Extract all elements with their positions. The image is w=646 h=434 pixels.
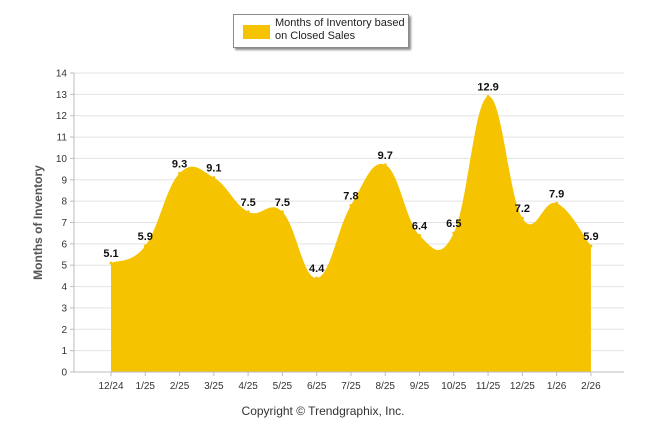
y-tick-label: 3: [61, 303, 67, 314]
data-point: [520, 216, 524, 220]
data-label: 9.1: [206, 163, 221, 175]
data-point: [280, 210, 284, 214]
y-tick-label: 10: [56, 154, 68, 165]
data-label: 7.8: [343, 190, 358, 202]
y-tick-label: 5: [61, 261, 67, 272]
chart-legend: Months of Inventory based on Closed Sale…: [233, 14, 409, 48]
data-point: [486, 94, 490, 98]
y-tick-label: 11: [57, 133, 68, 144]
data-point: [246, 210, 250, 214]
data-point: [383, 163, 387, 167]
data-label: 9.7: [378, 150, 393, 162]
data-point: [452, 231, 456, 235]
y-tick-label: 2: [61, 325, 67, 336]
area-series-fill: [111, 96, 591, 372]
y-tick-label: 13: [56, 90, 68, 101]
data-label: 7.2: [515, 203, 530, 215]
data-label: 5.9: [583, 231, 598, 243]
data-label: 12.9: [477, 81, 498, 93]
y-tick-label: 14: [56, 69, 68, 80]
y-axis-title: Months of Inventory: [31, 165, 45, 280]
data-point: [589, 244, 593, 248]
data-label: 6.4: [412, 220, 428, 232]
data-label: 7.5: [240, 197, 255, 209]
x-tick-label: 4/25: [238, 381, 258, 392]
y-tick-label: 6: [61, 239, 67, 250]
data-point: [212, 176, 216, 180]
x-tick-label: 11/25: [476, 381, 501, 392]
y-tick-label: 12: [56, 111, 68, 122]
x-tick-label: 6/25: [307, 381, 327, 392]
data-point: [418, 233, 422, 237]
y-tick-label: 7: [61, 218, 67, 229]
x-tick-label: 2/26: [581, 381, 601, 392]
data-point: [178, 171, 182, 175]
y-tick-label: 4: [61, 282, 67, 293]
data-point: [143, 244, 147, 248]
copyright-footer: Copyright © Trendgraphix, Inc.: [241, 404, 405, 418]
legend-swatch: [243, 25, 270, 39]
data-label: 9.3: [172, 158, 187, 170]
data-label: 4.4: [309, 263, 325, 275]
x-tick-label: 1/26: [547, 381, 567, 392]
y-tick-label: 8: [61, 197, 67, 208]
data-label: 5.9: [138, 231, 153, 243]
legend-label: Months of Inventory based on Closed Sale…: [275, 17, 405, 42]
x-tick-label: 12/24: [98, 381, 123, 392]
data-point: [315, 276, 319, 280]
y-tick-label: 0: [61, 368, 67, 379]
x-tick-label: 2/25: [170, 381, 190, 392]
x-tick-label: 5/25: [273, 381, 293, 392]
x-tick-label: 9/25: [410, 381, 430, 392]
data-label: 6.5: [446, 218, 461, 230]
data-point: [555, 201, 559, 205]
data-point: [349, 203, 353, 207]
x-tick-label: 12/25: [510, 381, 535, 392]
x-tick-label: 10/25: [441, 381, 466, 392]
data-label: 7.5: [275, 197, 290, 209]
x-tick-label: 7/25: [341, 381, 361, 392]
data-point: [109, 261, 113, 265]
x-tick-label: 3/25: [204, 381, 224, 392]
data-label: 5.1: [103, 248, 118, 260]
x-tick-label: 8/25: [376, 381, 396, 392]
y-tick-label: 1: [61, 346, 67, 357]
y-tick-label: 9: [61, 175, 67, 186]
data-label: 7.9: [549, 188, 564, 200]
x-tick-label: 1/25: [136, 381, 156, 392]
